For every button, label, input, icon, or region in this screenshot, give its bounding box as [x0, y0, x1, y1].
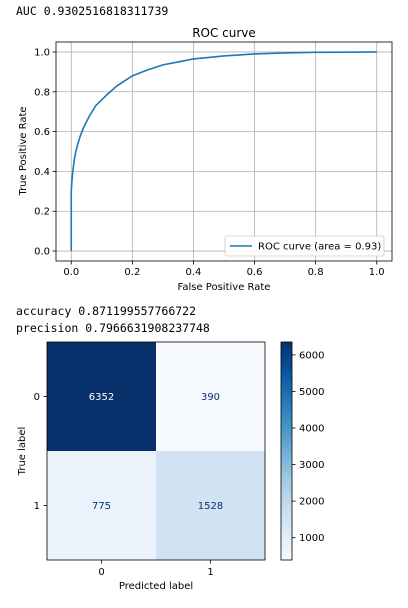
cm-cell [156, 342, 265, 451]
cm-cell [47, 342, 156, 451]
roc-y-ticks: 0.0 0.2 0.4 0.6 0.8 1.0 [34, 47, 56, 258]
roc-title: ROC curve [192, 26, 256, 40]
auc-output-line: AUC 0.9302516818311739 [16, 4, 169, 18]
roc-x-tick-label: 0.6 [247, 267, 263, 278]
roc-x-tick-label: 0.8 [308, 267, 324, 278]
cm-x-axis-label: Predicted label [119, 581, 193, 592]
cm-x-tick-label: 0 [98, 567, 104, 578]
colorbar-tick-label: 5000 [299, 387, 324, 398]
cm-y-tick-label: 0 [34, 392, 40, 403]
cm-cell [156, 451, 265, 560]
cm-y-axis-label: True label [17, 427, 28, 477]
roc-y-tick-label: 0.6 [34, 127, 50, 138]
colorbar-tick-label: 6000 [299, 350, 324, 361]
roc-y-tick-label: 0.8 [34, 87, 50, 98]
cm-cell-value: 1528 [198, 501, 223, 512]
cm-x-tick-label: 1 [207, 567, 213, 578]
roc-legend: ROC curve (area = 0.93) [224, 235, 385, 257]
cm-cell-value: 6352 [89, 392, 114, 403]
confusion-matrix-cells [47, 342, 265, 560]
confusion-matrix-cell-labels: 6352 390 775 1528 [89, 392, 223, 512]
cm-cell-value: 775 [92, 501, 111, 512]
colorbar-tick-label: 3000 [299, 460, 324, 471]
roc-x-tick-label: 0.2 [124, 267, 140, 278]
cm-y-ticks: 01 [34, 392, 47, 512]
roc-grid [56, 42, 392, 261]
precision-output-line: precision 0.7966631908237748 [16, 321, 210, 335]
roc-legend-label: ROC curve (area = 0.93) [258, 242, 381, 253]
roc-chart: ROC curve 0.0 0.2 0.4 0.6 0.8 1.0 0.00.20.40.… [18, 26, 393, 293]
roc-y-axis-label: True Positive Rate [18, 106, 29, 196]
cm-cell [47, 451, 156, 560]
colorbar-tick-label: 2000 [299, 497, 324, 508]
roc-x-tick-label: 0.4 [186, 267, 202, 278]
colorbar-ticks: 1000 2000 3000 4000 5000 6000 [292, 350, 324, 544]
colorbar-tick-label: 1000 [299, 533, 324, 544]
roc-y-tick-label: 0.0 [34, 247, 50, 258]
cm-y-tick-label: 1 [34, 501, 40, 512]
colorbar-tick-label: 4000 [299, 424, 324, 435]
roc-x-axis-label: False Positive Rate [178, 282, 271, 293]
roc-x-tick-label: 0.0 [63, 267, 79, 278]
roc-x-ticks: 0.0 0.2 0.4 0.6 0.8 1.0 [63, 261, 385, 278]
confusion-matrix-frame [46, 341, 266, 561]
roc-y-tick-label: 0.2 [34, 207, 50, 218]
roc-axes-frame [55, 41, 393, 262]
roc-x-tick-label: 1.0 [369, 267, 385, 278]
colorbar [280, 341, 293, 561]
cm-cell-value: 390 [201, 392, 220, 403]
roc-y-tick-label: 1.0 [34, 47, 50, 58]
roc-y-tick-label: 0.4 [34, 167, 50, 178]
roc-curve-line [70, 51, 377, 252]
roc-legend-box [224, 235, 385, 257]
accuracy-output-line: accuracy 0.871199557766722 [16, 304, 197, 318]
